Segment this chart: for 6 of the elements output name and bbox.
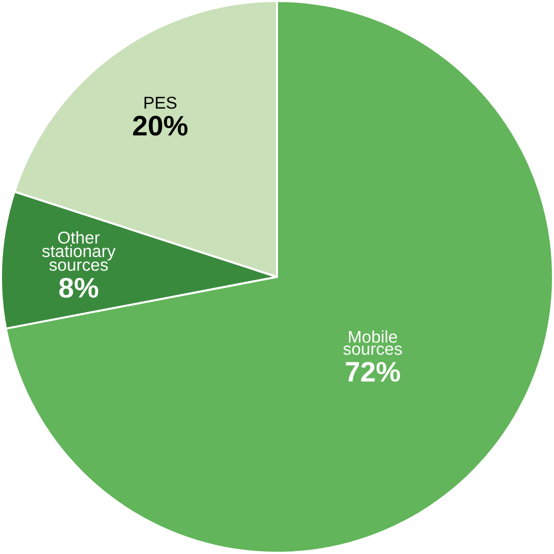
data-label: 8% bbox=[59, 278, 98, 298]
slice-label: Other stationary sources bbox=[42, 231, 116, 271]
slice-label: PES bbox=[144, 96, 176, 109]
slice-label: Mobile sources bbox=[343, 330, 402, 355]
data-label: 72% bbox=[346, 362, 400, 382]
data-label: 20% bbox=[133, 116, 188, 136]
